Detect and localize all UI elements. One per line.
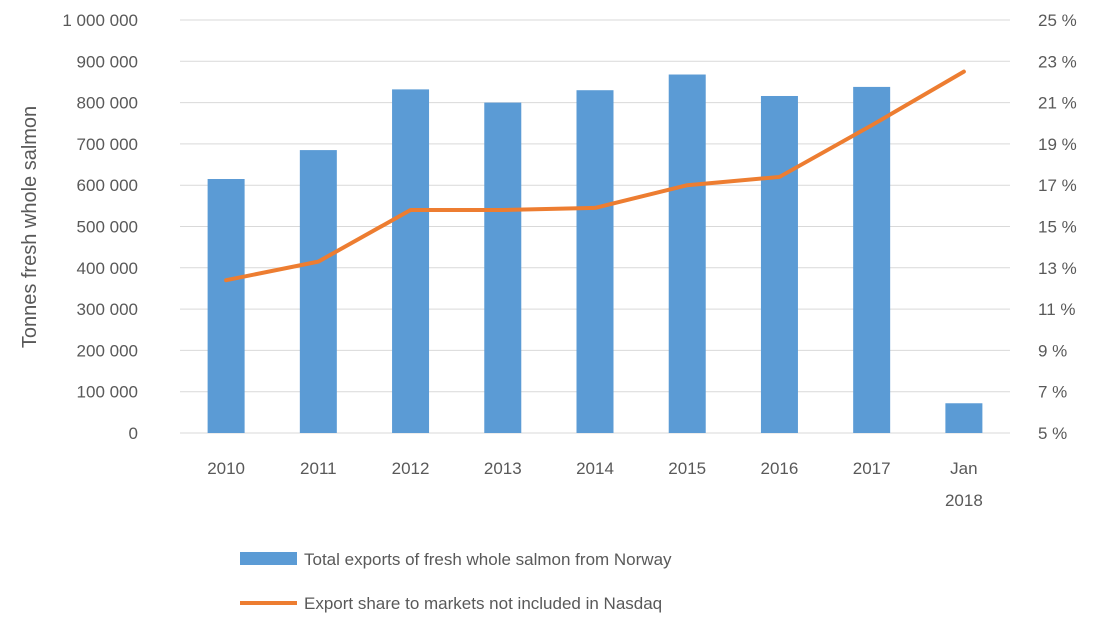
y2-tick-label: 13 % (1038, 259, 1077, 278)
x-tick-label: 2016 (761, 459, 799, 478)
y-tick-label: 300 000 (77, 300, 138, 319)
y-tick-label: 800 000 (77, 94, 138, 113)
bar (760, 95, 798, 433)
share-line-path (224, 69, 966, 283)
x-tick-label: 2014 (576, 459, 614, 478)
bar (299, 150, 337, 433)
y2-tick-label: 25 % (1038, 11, 1077, 30)
legend-bar-swatch (240, 552, 297, 565)
x-axis-ticks: 2010 2011 2012 2013 2014 2015 2016 2017 Jan 2018 (207, 459, 983, 510)
y2-tick-label: 19 % (1038, 135, 1077, 154)
legend-bar-label: Total exports of fresh whole salmon from… (304, 550, 672, 569)
legend: Total exports of fresh whole salmon from… (240, 550, 672, 613)
bar (945, 403, 983, 433)
y-tick-label: 0 (129, 424, 138, 443)
y2-tick-label: 7 % (1038, 383, 1067, 402)
y2-tick-label: 11 % (1038, 300, 1076, 319)
bar (484, 102, 522, 433)
bar (576, 90, 614, 434)
y-tick-label: 1 000 000 (62, 11, 138, 30)
bars (207, 74, 983, 434)
y2-tick-label: 17 % (1038, 176, 1077, 195)
y-tick-label: 100 000 (77, 383, 138, 402)
y-tick-label: 500 000 (77, 218, 138, 237)
x-tick-label: 2013 (484, 459, 522, 478)
x-tick-label: 2018 (945, 491, 983, 510)
y-tick-label: 200 000 (77, 341, 138, 360)
bar (207, 179, 245, 433)
y2-tick-label: 9 % (1038, 341, 1067, 360)
x-tick-label: 2010 (207, 459, 245, 478)
x-tick-label: 2015 (668, 459, 706, 478)
y2-tick-label: 21 % (1038, 94, 1077, 113)
x-tick-label: Jan (950, 459, 977, 478)
bar (853, 86, 891, 433)
left-axis-ticks: 0 100 000 200 000 300 000 400 000 500 000 600 … (62, 11, 138, 443)
y2-tick-label: 15 % (1038, 218, 1077, 237)
x-tick-label: 2012 (392, 459, 430, 478)
y2-tick-label: 23 % (1038, 52, 1077, 71)
legend-line-label: Export share to markets not included in … (304, 594, 662, 613)
x-tick-label: 2017 (853, 459, 891, 478)
bar (392, 89, 430, 433)
right-axis-ticks: 5 % 7 % 9 % 11 % 13 % 15 % 17 % 19 % 21 % 23 % 25 … (1038, 11, 1077, 443)
y-tick-label: 700 000 (77, 135, 138, 154)
share-line (224, 69, 966, 283)
bar (668, 74, 706, 434)
y-tick-label: 400 000 (77, 259, 138, 278)
y-tick-label: 600 000 (77, 176, 138, 195)
y2-tick-label: 5 % (1038, 424, 1067, 443)
x-tick-label: 2011 (300, 459, 337, 478)
y-tick-label: 900 000 (77, 52, 138, 71)
y-axis-title: Tonnes fresh whole salmon (19, 106, 41, 348)
